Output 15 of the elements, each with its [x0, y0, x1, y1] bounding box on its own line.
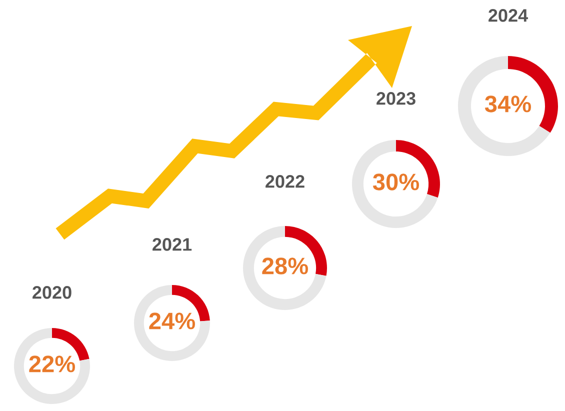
chart-title: 2024 — [488, 9, 528, 22]
donut-slice — [134, 285, 210, 361]
data-label: 24% — [149, 312, 196, 330]
data-label: 28% — [262, 258, 308, 274]
data-label: 34% — [484, 96, 532, 112]
chart-title: 2021 — [152, 238, 192, 251]
chart-title: 2023 — [376, 92, 416, 105]
data-label: 22% — [29, 356, 76, 372]
donut-slice — [243, 226, 326, 310]
donut-slice — [352, 140, 438, 228]
donut-slice — [458, 56, 550, 156]
donut-slice — [14, 328, 90, 404]
data-label: 30% — [372, 174, 420, 190]
chart-title: 2022 — [266, 175, 304, 188]
chart-title: 2020 — [32, 286, 72, 299]
